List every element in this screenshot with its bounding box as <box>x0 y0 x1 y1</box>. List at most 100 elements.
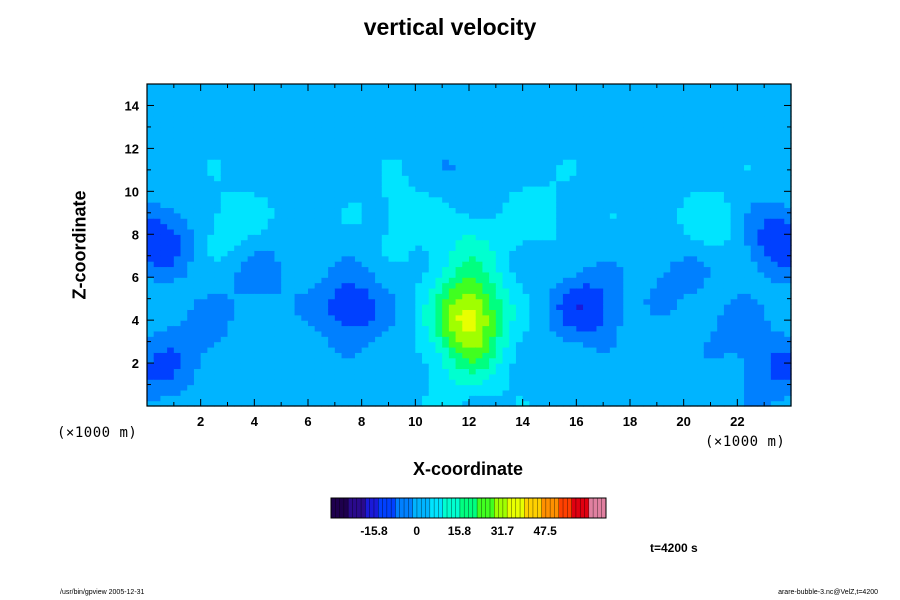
heatmap-cell <box>643 282 651 289</box>
heatmap-cell <box>274 207 282 214</box>
heatmap-cell <box>663 105 671 112</box>
heatmap-cell <box>690 126 698 133</box>
heatmap-cell <box>636 346 645 353</box>
heatmap-cell <box>167 395 175 402</box>
heatmap-cell <box>321 143 329 149</box>
heatmap-cell <box>623 218 631 225</box>
heatmap-cell <box>489 352 497 359</box>
heatmap-cell <box>509 261 517 268</box>
heatmap-cell <box>147 137 155 144</box>
heatmap-cell <box>167 373 175 380</box>
heatmap-cell <box>301 110 309 117</box>
heatmap-cell <box>489 159 497 166</box>
heatmap-cell <box>542 175 551 182</box>
heatmap-cell <box>542 287 551 294</box>
heatmap-cell <box>401 379 410 386</box>
heatmap-cell <box>596 228 604 235</box>
heatmap-cell <box>583 245 591 251</box>
heatmap-cell <box>187 255 195 262</box>
heatmap-cell <box>354 314 363 321</box>
heatmap-cell <box>227 132 235 139</box>
heatmap-cell <box>569 116 577 123</box>
heatmap-cell <box>482 255 490 262</box>
heatmap-cell <box>435 271 443 278</box>
heatmap-cell <box>220 261 229 268</box>
heatmap-cell <box>703 314 712 321</box>
heatmap-cell <box>274 175 282 182</box>
heatmap-cell <box>623 116 631 123</box>
heatmap-cell <box>583 357 591 364</box>
heatmap-cell <box>650 180 658 187</box>
heatmap-cell <box>495 325 504 332</box>
heatmap-cell <box>200 207 208 214</box>
heatmap-cell <box>167 191 175 198</box>
heatmap-cell <box>703 389 712 396</box>
heatmap-cell <box>220 105 229 112</box>
heatmap-cell <box>395 400 403 407</box>
heatmap-cell <box>650 132 658 139</box>
heatmap-cell <box>415 116 423 123</box>
heatmap-cell <box>234 320 242 327</box>
heatmap-cell <box>395 357 403 364</box>
heatmap-cell <box>542 116 551 123</box>
heatmap-cell <box>200 202 208 209</box>
heatmap-cell <box>609 384 618 391</box>
heatmap-cell <box>482 100 490 107</box>
heatmap-cell <box>536 212 544 219</box>
heatmap-cell <box>354 325 363 332</box>
heatmap-cell <box>475 234 484 241</box>
heatmap-cell <box>656 314 665 321</box>
heatmap-cell <box>274 218 282 225</box>
heatmap-cell <box>160 159 168 166</box>
heatmap-cell <box>536 228 544 235</box>
heatmap-cell <box>562 94 571 101</box>
heatmap-cell <box>529 153 537 160</box>
heatmap-cell <box>435 341 443 348</box>
heatmap-cell <box>462 212 470 219</box>
heatmap-cell <box>193 84 202 90</box>
heatmap-cell <box>220 373 229 380</box>
heatmap-cell <box>495 309 504 316</box>
heatmap-cell <box>261 153 269 160</box>
heatmap-cell <box>354 228 363 235</box>
heatmap-cell <box>274 336 282 343</box>
heatmap-cell <box>630 110 638 117</box>
heatmap-cell <box>180 277 188 284</box>
heatmap-cell <box>475 304 484 310</box>
heatmap-cell <box>442 196 450 203</box>
heatmap-cell <box>502 287 510 294</box>
heatmap-cell <box>609 368 618 375</box>
heatmap-cell <box>462 357 470 364</box>
heatmap-cell <box>160 389 168 396</box>
heatmap-cell <box>328 159 336 166</box>
heatmap-cell <box>569 239 577 246</box>
heatmap-cell <box>569 368 577 375</box>
heatmap-cell <box>562 368 571 375</box>
heatmap-cell <box>173 261 182 268</box>
heatmap-cell <box>308 239 316 246</box>
heatmap-cell <box>214 180 222 187</box>
heatmap-cell <box>542 309 551 316</box>
heatmap-cell <box>469 255 477 262</box>
heatmap-cell <box>415 341 423 348</box>
heatmap-cell <box>240 223 249 230</box>
heatmap-cell <box>489 400 497 407</box>
heatmap-cell <box>596 320 604 327</box>
heatmap-cell <box>536 126 544 133</box>
heatmap-cell <box>422 395 430 402</box>
heatmap-cell <box>348 395 356 402</box>
heatmap-cell <box>616 212 624 219</box>
heatmap-cell <box>502 298 510 305</box>
heatmap-cell <box>435 395 443 402</box>
heatmap-cell <box>354 110 363 117</box>
heatmap-cell <box>274 314 282 321</box>
heatmap-cell <box>435 309 443 316</box>
heatmap-cell <box>415 132 423 139</box>
heatmap-cell <box>334 261 343 268</box>
heatmap-cell <box>153 261 162 268</box>
heatmap-cell <box>308 84 316 90</box>
heatmap-cell <box>281 389 289 396</box>
heatmap-cell <box>308 105 316 112</box>
heatmap-cell <box>167 341 175 348</box>
heatmap-cell <box>697 110 705 117</box>
